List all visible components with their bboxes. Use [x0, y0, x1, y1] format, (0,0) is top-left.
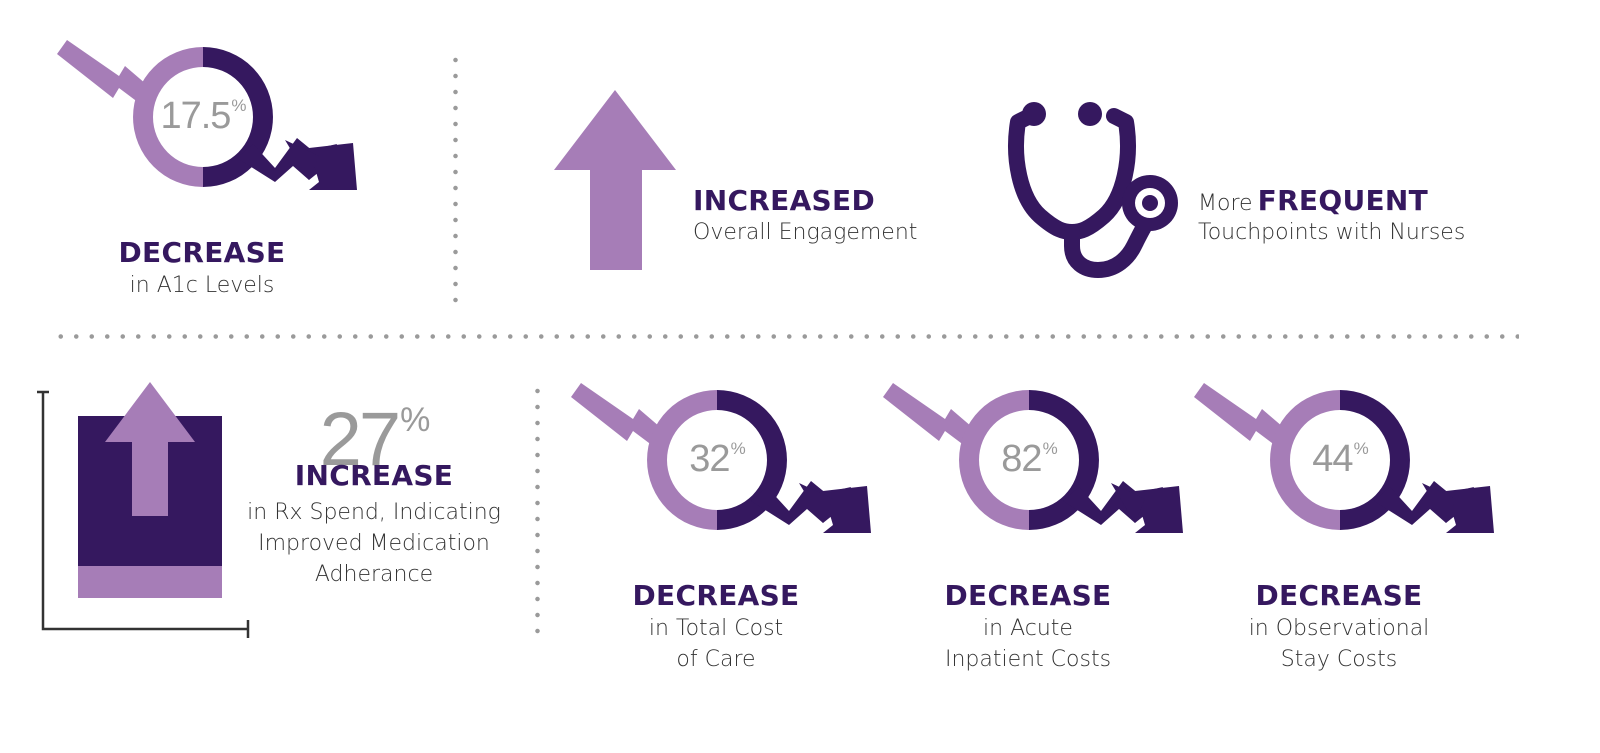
rx-value: 27%: [319, 397, 431, 482]
nurses-headline: FREQUENT: [1257, 184, 1429, 217]
total-cost-value: 32%: [689, 438, 745, 480]
rx-description: in Rx Spend, Indicating Improved Medicat…: [247, 500, 501, 587]
observational-stay-value: 44%: [1312, 438, 1368, 480]
acute-inpatient-description: in Acute Inpatient Costs: [944, 616, 1112, 672]
acute-inpatient-value: 82%: [1001, 438, 1057, 480]
acute-inpatient-headline: DECREASE: [944, 579, 1112, 612]
a1c-headline: DECREASE: [118, 236, 286, 269]
rx-headline: INCREASE: [294, 459, 454, 492]
engagement-headline: INCREASED: [693, 184, 875, 217]
divider-vertical-bottom: [535, 383, 540, 638]
nurses-headline-line: More FREQUENT: [1198, 185, 1428, 220]
total-cost-description: in Total Cost of Care: [648, 616, 784, 672]
divider-horizontal: [53, 334, 1519, 339]
total-cost-headline: DECREASE: [632, 579, 800, 612]
divider-vertical-top: [453, 52, 458, 304]
nurses-description: Touchpoints with Nurses: [1198, 220, 1466, 245]
bar-chart-up-arrow-icon: [37, 382, 250, 638]
observational-stay-description: in Observational Stay Costs: [1248, 616, 1430, 672]
engagement-description: Overall Engagement: [693, 220, 918, 245]
a1c-value: 17.5%: [160, 95, 246, 137]
stethoscope-icon: [1008, 102, 1178, 278]
nurses-prefix: More: [1198, 191, 1253, 216]
up-arrow-icon: [554, 90, 676, 270]
a1c-description: in A1c Levels: [129, 273, 275, 298]
observational-stay-headline: DECREASE: [1255, 579, 1423, 612]
